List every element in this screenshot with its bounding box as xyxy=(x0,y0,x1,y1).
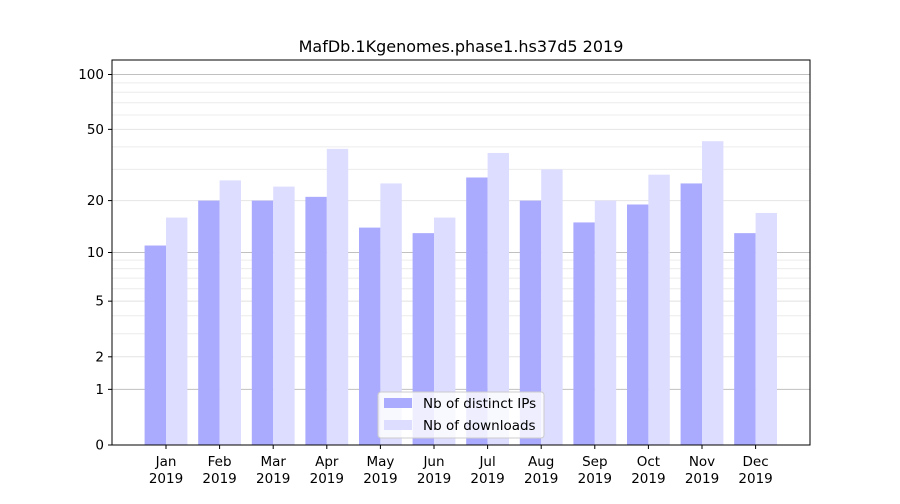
x-tick-label-year: 2019 xyxy=(363,471,397,487)
bar-distinct-ips xyxy=(680,183,702,445)
x-axis: Jan2019Feb2019Mar2019Apr2019May2019Jun20… xyxy=(149,445,773,487)
x-tick-label-month: Aug xyxy=(528,454,554,470)
bar-downloads xyxy=(648,174,670,446)
bar-distinct-ips xyxy=(627,204,649,445)
y-tick-label: 1 xyxy=(95,382,104,398)
y-tick-label: 2 xyxy=(95,349,104,365)
x-tick-label-month: Jun xyxy=(422,454,444,470)
bar-distinct-ips xyxy=(519,200,542,445)
bar-downloads xyxy=(594,200,617,445)
bar-distinct-ips xyxy=(251,200,274,445)
bar-distinct-ips xyxy=(573,222,595,445)
x-tick-label-year: 2019 xyxy=(417,471,451,487)
legend-label-ips: Nb of distinct IPs xyxy=(423,396,536,412)
x-tick-label-month: May xyxy=(366,454,394,470)
bar-distinct-ips xyxy=(198,200,220,445)
y-tick-label: 10 xyxy=(87,245,104,261)
legend-box xyxy=(377,391,545,439)
legend: Nb of distinct IPs Nb of downloads xyxy=(377,391,545,439)
x-tick-label-year: 2019 xyxy=(631,471,665,487)
x-tick-label-year: 2019 xyxy=(524,471,558,487)
bar-downloads xyxy=(166,217,188,445)
bar-distinct-ips xyxy=(305,196,327,445)
y-tick-label: 0 xyxy=(95,438,104,454)
x-tick-label-year: 2019 xyxy=(149,471,183,487)
chart-title: MafDb.1Kgenomes.phase1.hs37d5 2019 xyxy=(299,37,624,56)
x-tick-label-year: 2019 xyxy=(202,471,236,487)
x-tick-label-year: 2019 xyxy=(470,471,504,487)
x-tick-label-month: Jan xyxy=(155,454,177,470)
x-tick-label-month: Sep xyxy=(582,454,607,470)
x-tick-label-month: Jul xyxy=(478,454,495,470)
x-tick-label-year: 2019 xyxy=(578,471,612,487)
bar-downloads xyxy=(380,183,402,445)
x-tick-label-month: Mar xyxy=(260,454,286,470)
bar-downloads xyxy=(755,212,777,445)
x-tick-label-year: 2019 xyxy=(738,471,772,487)
bar-distinct-ips xyxy=(144,245,166,445)
x-tick-label-month: Nov xyxy=(689,454,715,470)
bar-distinct-ips xyxy=(466,177,488,445)
bar-distinct-ips xyxy=(359,227,381,445)
x-tick-label-month: Oct xyxy=(637,454,660,470)
bar-downloads xyxy=(219,180,241,446)
x-tick-label-year: 2019 xyxy=(685,471,719,487)
legend-swatch-ips xyxy=(384,398,412,408)
x-tick-label-year: 2019 xyxy=(310,471,344,487)
y-axis: 0 1 2 5 10 20 50 100 xyxy=(78,67,112,454)
bar-downloads xyxy=(273,186,295,445)
y-tick-label: 50 xyxy=(87,122,104,138)
legend-label-downloads: Nb of downloads xyxy=(423,418,536,434)
bar-downloads xyxy=(541,169,563,445)
y-tick-label: 100 xyxy=(78,67,104,83)
legend-swatch-downloads xyxy=(384,420,412,430)
bars xyxy=(144,141,777,446)
bar-downloads xyxy=(326,148,349,445)
bar-downloads xyxy=(702,141,724,446)
y-tick-label: 20 xyxy=(87,193,104,209)
y-tick-label: 5 xyxy=(95,294,104,310)
x-tick-label-month: Feb xyxy=(208,454,232,470)
bar-distinct-ips xyxy=(734,233,756,445)
x-tick-label-month: Dec xyxy=(743,454,769,470)
bar-downloads xyxy=(487,152,509,445)
x-tick-label-year: 2019 xyxy=(256,471,290,487)
x-tick-label-month: Apr xyxy=(315,454,339,470)
bar-downloads xyxy=(434,217,456,445)
